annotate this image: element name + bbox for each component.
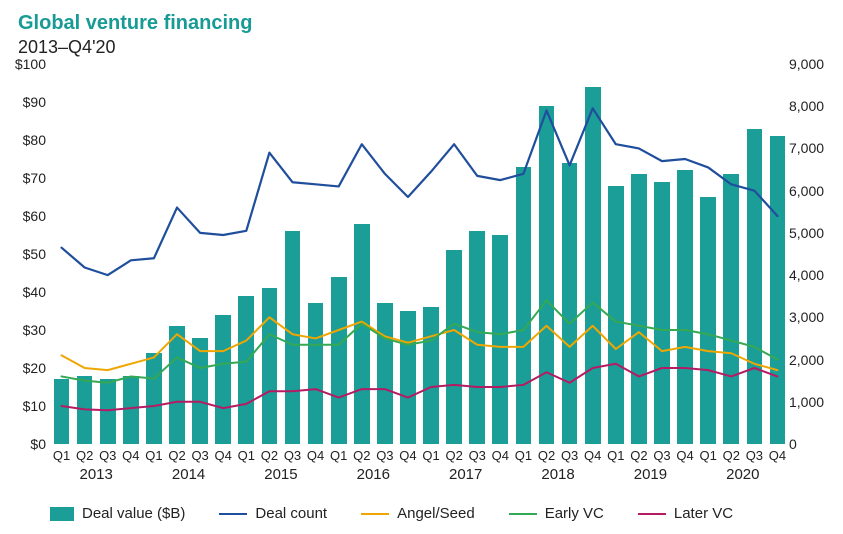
series-line: [62, 364, 778, 410]
x-quarter-label: Q4: [215, 448, 232, 463]
legend-label: Deal count: [255, 505, 327, 522]
y-right-label: 8,000: [789, 98, 839, 114]
x-quarter-label: Q4: [122, 448, 139, 463]
legend-item: Deal value ($B): [50, 505, 185, 522]
chart-container: Global venture financing 2013–Q4'20 $0 $1…: [0, 0, 843, 534]
chart-subtitle: 2013–Q4'20: [18, 37, 825, 58]
y-right-label: 5,000: [789, 225, 839, 241]
x-quarter-label: Q1: [422, 448, 439, 463]
y-left-label: $90: [4, 94, 46, 110]
x-year-label: 2018: [541, 466, 574, 483]
x-quarter-label: Q2: [630, 448, 647, 463]
y-left-label: $50: [4, 246, 46, 262]
x-quarter-label: Q2: [261, 448, 278, 463]
x-quarter-label: Q3: [746, 448, 763, 463]
x-quarter-label: Q1: [607, 448, 624, 463]
y-left-label: $20: [4, 360, 46, 376]
x-quarter-label: Q3: [99, 448, 116, 463]
legend-item: Angel/Seed: [361, 505, 475, 522]
x-year-label: 2013: [80, 466, 113, 483]
series-line: [62, 108, 778, 275]
legend-label: Angel/Seed: [397, 505, 475, 522]
lines-layer: [50, 64, 789, 444]
x-quarter-label: Q4: [307, 448, 324, 463]
x-year-label: 2014: [172, 466, 205, 483]
x-year-label: 2017: [449, 466, 482, 483]
legend-swatch: [50, 507, 74, 521]
y-left-label: $70: [4, 170, 46, 186]
x-quarter-label: Q4: [676, 448, 693, 463]
x-quarter-label: Q4: [584, 448, 601, 463]
y-right-label: 0: [789, 436, 839, 452]
legend-label: Deal value ($B): [82, 505, 185, 522]
y-right-label: 2,000: [789, 352, 839, 368]
x-quarter-label: Q1: [145, 448, 162, 463]
y-left-label: $80: [4, 132, 46, 148]
x-quarter-label: Q4: [769, 448, 786, 463]
x-quarter-label: Q2: [723, 448, 740, 463]
legend: Deal value ($B) Deal count Angel/Seed Early…: [50, 505, 789, 522]
y-right-label: 3,000: [789, 309, 839, 325]
chart-title: Global venture financing: [18, 12, 825, 35]
x-quarter-label: Q1: [330, 448, 347, 463]
x-quarter-label: Q2: [76, 448, 93, 463]
x-quarter-label: Q3: [653, 448, 670, 463]
y-right-label: 9,000: [789, 56, 839, 72]
x-quarter-label: Q2: [168, 448, 185, 463]
legend-item: Deal count: [219, 505, 327, 522]
y-right-label: 6,000: [789, 183, 839, 199]
x-year-label: 2019: [634, 466, 667, 483]
legend-item: Early VC: [509, 505, 604, 522]
legend-label: Early VC: [545, 505, 604, 522]
y-right-label: 7,000: [789, 140, 839, 156]
series-line: [62, 317, 778, 370]
legend-line: [361, 513, 389, 515]
x-quarter-label: Q2: [353, 448, 370, 463]
x-year-label: 2015: [264, 466, 297, 483]
x-quarter-label: Q4: [399, 448, 416, 463]
legend-line: [638, 513, 666, 515]
legend-label: Later VC: [674, 505, 733, 522]
x-quarter-label: Q3: [284, 448, 301, 463]
y-right-label: 4,000: [789, 267, 839, 283]
y-left-label: $60: [4, 208, 46, 224]
x-quarter-label: Q2: [538, 448, 555, 463]
y-left-label: $10: [4, 398, 46, 414]
x-quarter-label: Q4: [492, 448, 509, 463]
legend-line: [219, 513, 247, 515]
y-left-label: $0: [4, 436, 46, 452]
x-quarter-label: Q1: [238, 448, 255, 463]
legend-item: Later VC: [638, 505, 733, 522]
x-quarter-label: Q3: [376, 448, 393, 463]
x-quarter-label: Q1: [515, 448, 532, 463]
y-left-label: $100: [4, 56, 46, 72]
x-year-label: 2020: [726, 466, 759, 483]
y-right-label: 1,000: [789, 394, 839, 410]
x-year-label: 2016: [357, 466, 390, 483]
x-quarter-label: Q1: [53, 448, 70, 463]
y-left-label: $40: [4, 284, 46, 300]
legend-line: [509, 513, 537, 515]
x-quarter-label: Q2: [445, 448, 462, 463]
x-quarter-label: Q3: [561, 448, 578, 463]
x-quarter-label: Q3: [191, 448, 208, 463]
plot-area: [50, 64, 789, 444]
x-quarter-label: Q1: [700, 448, 717, 463]
y-left-label: $30: [4, 322, 46, 338]
x-quarter-label: Q3: [469, 448, 486, 463]
